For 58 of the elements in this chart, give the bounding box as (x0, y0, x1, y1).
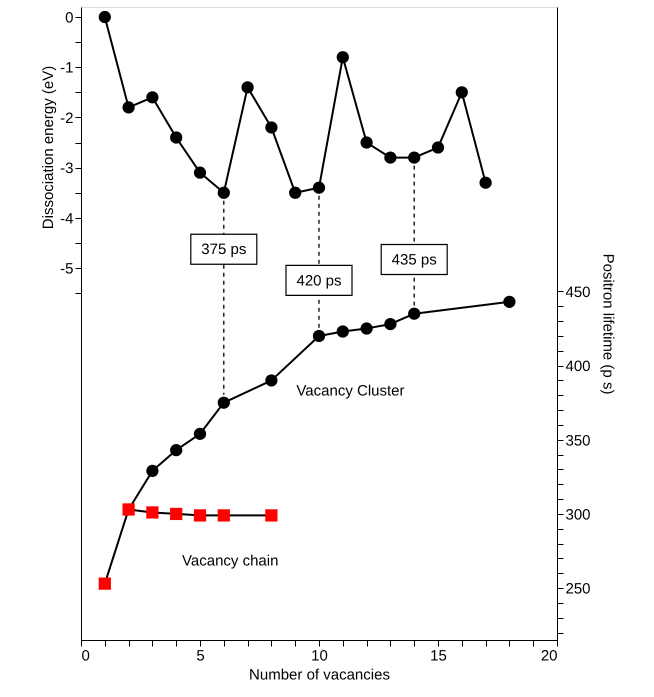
point (265, 121, 278, 134)
y2-tick-label: 300 (566, 506, 591, 524)
point (408, 151, 420, 164)
y-tick-label: -4 (60, 210, 74, 228)
point (194, 509, 206, 522)
point (170, 508, 182, 520)
point (146, 91, 159, 104)
point (312, 330, 326, 342)
point (432, 141, 444, 154)
point (146, 506, 159, 519)
y2-tick-label: 400 (566, 358, 591, 376)
y-tick-label: 0 (65, 10, 74, 27)
point (289, 186, 302, 199)
x-tick-label: 10 (311, 648, 328, 664)
y2-axis-title: Positron lifetime (p s) (600, 254, 617, 394)
point (241, 81, 254, 94)
point (479, 176, 492, 189)
y2-tick-label: 450 (566, 284, 591, 301)
point (218, 186, 230, 199)
point (336, 325, 349, 338)
y-tick-label: -5 (60, 260, 74, 278)
point (360, 322, 373, 335)
point (360, 136, 373, 149)
y-axis-title: Dissociation energy (eV) (40, 66, 58, 230)
point (336, 51, 349, 64)
y2-tick-label: 250 (566, 580, 591, 598)
y-tick-label: -1 (60, 60, 74, 77)
point (456, 86, 468, 98)
point (194, 166, 206, 179)
point (384, 318, 397, 330)
point (312, 182, 326, 194)
point (122, 101, 135, 114)
x-axis-title: Number of vacancies (249, 666, 390, 684)
point (265, 374, 278, 387)
x-tick-label: 5 (196, 648, 205, 664)
point (408, 308, 420, 320)
point (194, 428, 206, 440)
ref-line-label: 420 ps (296, 272, 342, 290)
x-tick-label: 15 (430, 648, 447, 664)
x-tick-label: 0 (82, 648, 90, 664)
point (98, 578, 111, 590)
y-tick-label: -3 (60, 160, 74, 178)
point (384, 151, 397, 164)
point (98, 10, 111, 24)
series-label: Vacancy Cluster (296, 382, 405, 400)
point (218, 509, 230, 522)
point (503, 296, 516, 308)
text: Vacancy chain (182, 552, 278, 570)
point (170, 131, 182, 144)
point (265, 509, 278, 522)
y2-tick-label: 350 (566, 432, 591, 450)
point (170, 444, 182, 456)
y-tick-label: -2 (60, 110, 74, 127)
point (218, 396, 230, 409)
x-tick-label: 20 (540, 648, 558, 664)
point (146, 464, 159, 478)
ref-line-label: 375 ps (201, 241, 246, 258)
ref-line-label: 435 ps (392, 251, 437, 268)
